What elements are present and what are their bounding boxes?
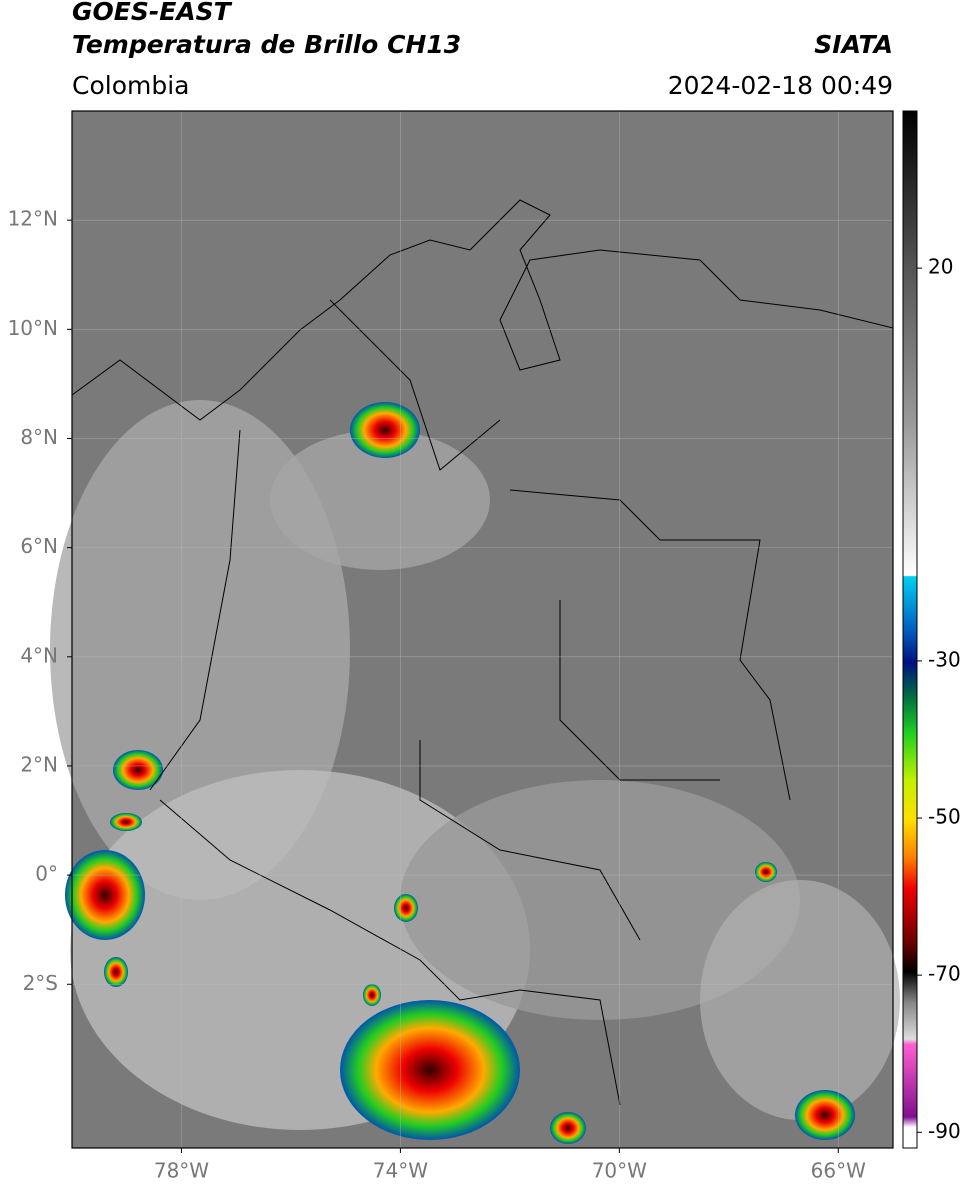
y-tick-label: 2°N xyxy=(20,752,58,776)
y-tick-label: 4°N xyxy=(20,643,58,667)
colorbar-tick-label: -30 xyxy=(928,647,961,671)
colorbar-tick-label: 20 xyxy=(928,255,953,279)
title: GOES-EAST xyxy=(72,0,233,26)
subtitle: Temperatura de Brillo CH13 xyxy=(72,30,461,59)
region: Colombia xyxy=(72,71,189,100)
colorbar-tick-label: -50 xyxy=(928,805,961,829)
y-tick-label: 6°N xyxy=(20,534,58,558)
graticule xyxy=(72,111,893,1148)
x-tick-label: 78°W xyxy=(154,1159,209,1183)
y-tick-label: 8°N xyxy=(20,425,58,449)
x-tick-label: 66°W xyxy=(811,1159,866,1183)
x-tick-label: 70°W xyxy=(592,1159,647,1183)
source: SIATA xyxy=(814,30,893,59)
timestamp: 2024-02-18 00:49 xyxy=(668,71,893,100)
colorbar-tick-label: -70 xyxy=(928,962,961,986)
y-tick-label: 0° xyxy=(35,862,58,886)
y-tick-label: 10°N xyxy=(8,316,58,340)
colorbar xyxy=(902,110,918,1149)
colorbar-tick-label: -90 xyxy=(928,1119,961,1143)
map-frame xyxy=(71,110,894,1149)
satellite-image xyxy=(50,111,900,1148)
y-tick-label: 2°S xyxy=(23,971,58,995)
x-tick-label: 74°W xyxy=(373,1159,428,1183)
y-tick-label: 12°N xyxy=(8,207,58,231)
